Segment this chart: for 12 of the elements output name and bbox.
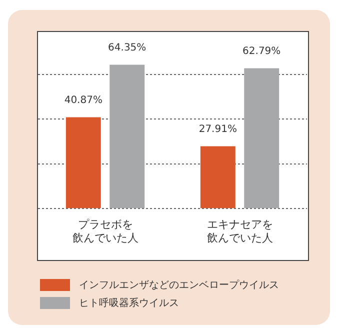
data-label: 27.91% [198,124,237,135]
x-tick-label: プラセボを飲んでいた人 [72,218,138,244]
data-label: 40.87% [64,94,102,106]
legend-label: インフルエンザなどのエンベロープウイルス [79,278,279,292]
bar [200,146,236,208]
bar [66,117,101,208]
data-label: 62.79% [242,46,281,57]
x-tick-label: エキナセアを飲んでいた人 [206,218,273,244]
bar [110,64,145,208]
bar [244,68,280,208]
data-label: 64.35% [108,42,146,54]
legend-label: ヒト呼吸器系ウイルス [79,296,179,310]
